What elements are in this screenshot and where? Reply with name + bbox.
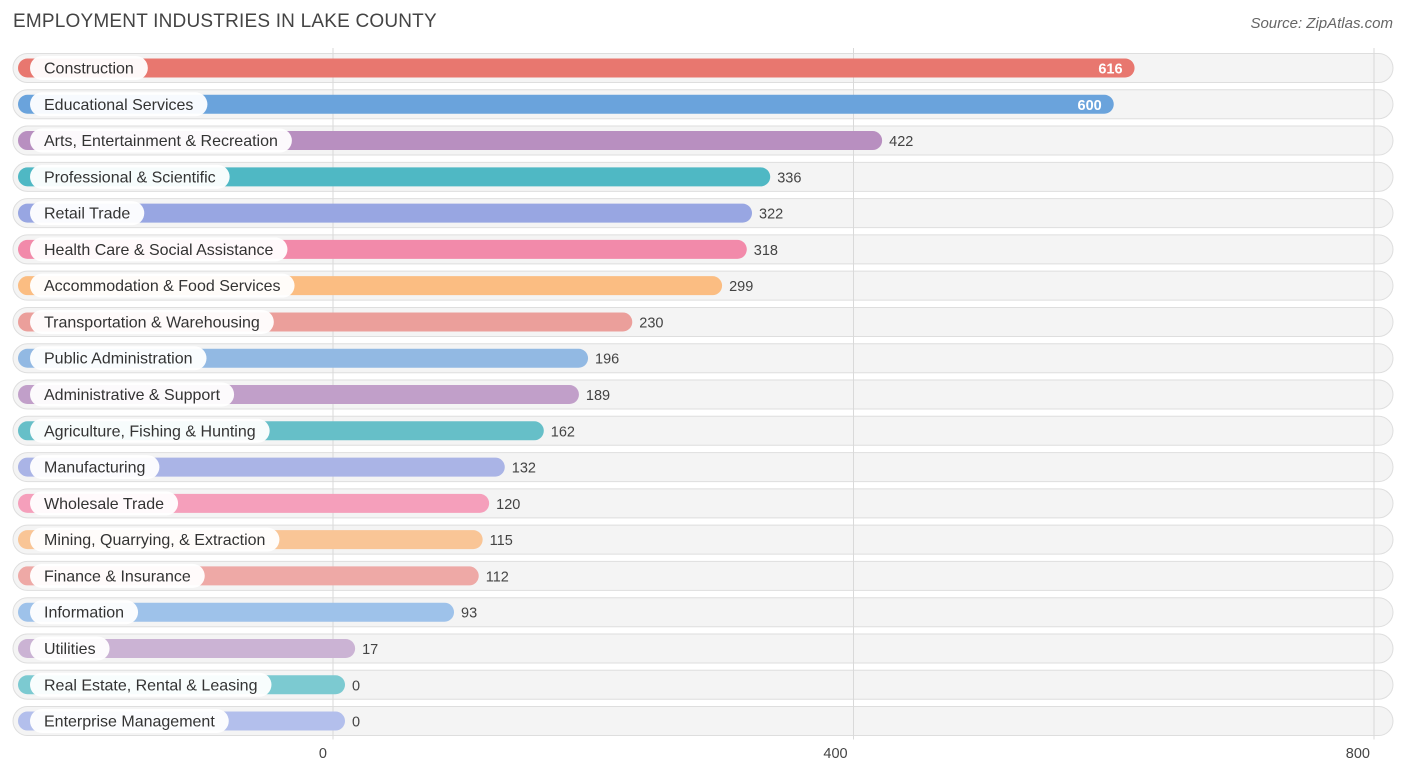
category-label-pill [30, 346, 207, 371]
category-label: Health Care & Social Assistance [44, 242, 274, 259]
row-track [12, 706, 1394, 737]
value-label: 600 [1078, 98, 1102, 114]
value-label: 189 [586, 388, 610, 404]
category-label: Transportation & Warehousing [44, 314, 260, 331]
value-label: 299 [729, 279, 753, 295]
value-label: 422 [889, 134, 913, 150]
category-label-pill [30, 636, 110, 661]
category-label: Enterprise Management [44, 714, 215, 731]
bar [18, 203, 753, 223]
bar [18, 94, 1114, 114]
category-label-pill [30, 309, 274, 334]
category-label: Arts, Entertainment & Recreation [44, 133, 278, 150]
row-track [12, 669, 1394, 700]
category-label-pill [30, 237, 288, 262]
category-label: Retail Trade [44, 206, 130, 223]
value-label: 162 [551, 424, 575, 440]
value-label: 196 [595, 352, 619, 368]
value-label: 318 [754, 243, 778, 259]
category-label: Information [44, 605, 124, 622]
value-label: 230 [639, 315, 663, 331]
bars: Construction 616 Educational Services 600 Ar… [18, 56, 1135, 734]
value-label: 322 [759, 207, 783, 223]
category-label-pill [30, 527, 280, 552]
value-label: 112 [486, 569, 509, 585]
category-label: Educational Services [44, 97, 193, 114]
category-label: Administrative & Support [44, 387, 221, 404]
category-label: Wholesale Trade [44, 496, 164, 513]
category-label-pill [30, 273, 295, 298]
value-label: 336 [777, 170, 801, 186]
category-label-pill [30, 709, 229, 734]
value-label: 120 [496, 497, 520, 513]
value-label: 616 [1098, 62, 1122, 78]
x-tick-label: 400 [823, 746, 847, 762]
value-label: 115 [490, 533, 513, 549]
category-label: Public Administration [44, 351, 193, 368]
value-label: 0 [352, 678, 360, 694]
category-label-pill [30, 418, 270, 443]
chart-title: EMPLOYMENT INDUSTRIES IN LAKE COUNTY [13, 11, 437, 32]
chart-source: Source: ZipAtlas.com [1250, 15, 1393, 32]
category-label-pill [30, 92, 208, 117]
x-tick-label: 0 [319, 746, 327, 762]
value-label: 0 [352, 715, 360, 731]
category-label-pill [30, 455, 160, 480]
category-label: Real Estate, Rental & Leasing [44, 677, 257, 694]
category-label: Agriculture, Fishing & Hunting [44, 423, 256, 440]
category-label: Construction [44, 61, 134, 78]
category-label-pill [30, 56, 148, 80]
row-track [12, 633, 1394, 664]
category-label-pill [30, 164, 230, 189]
category-label: Mining, Quarrying, & Extraction [44, 532, 265, 549]
category-label-pill [30, 600, 139, 625]
value-label: 17 [362, 642, 378, 658]
category-label: Utilities [44, 641, 96, 658]
category-label: Manufacturing [44, 460, 145, 477]
category-label-pill [30, 563, 205, 588]
bar [18, 58, 1135, 78]
category-label-pill [30, 672, 272, 697]
category-label-pill [30, 382, 235, 407]
category-label-pill [30, 201, 145, 226]
x-tick-label: 800 [1346, 746, 1370, 762]
category-label: Accommodation & Food Services [44, 278, 281, 295]
category-label-pill [30, 128, 292, 153]
category-label: Professional & Scientific [44, 169, 216, 186]
value-label: 93 [461, 606, 477, 622]
category-label: Finance & Insurance [44, 568, 191, 585]
x-axis-ticks: 0 400 800 [319, 746, 1370, 762]
value-label: 132 [512, 461, 536, 477]
category-label-pill [30, 491, 179, 516]
